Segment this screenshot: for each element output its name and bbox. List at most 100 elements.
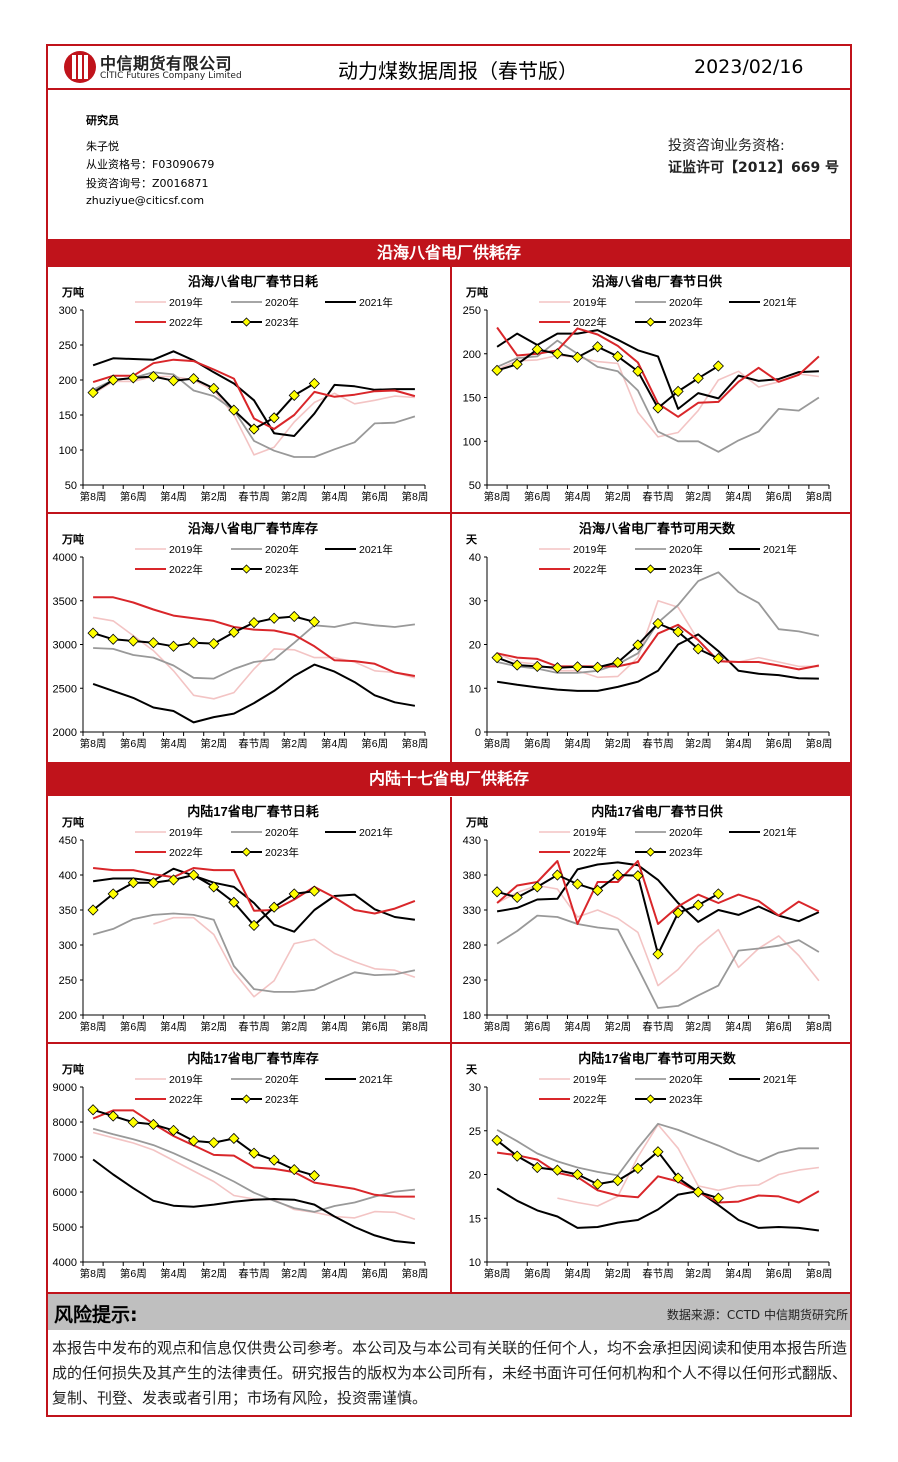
data-point-2023 xyxy=(248,1147,260,1159)
data-point-2023 xyxy=(531,343,543,355)
legend-label: 2023年 xyxy=(265,1093,299,1106)
data-point-2023 xyxy=(592,1178,604,1190)
y-tick-label: 6000 xyxy=(53,1187,77,1199)
x-tick-label: 第8周 xyxy=(484,490,511,503)
unit-label: 万吨 xyxy=(61,1062,84,1076)
legend-label: 2019年 xyxy=(573,1073,607,1086)
data-point-2023 xyxy=(107,633,119,645)
legend-label: 2023年 xyxy=(669,563,703,576)
section-banner-inland: 内陆十七省电厂供耗存 xyxy=(48,762,850,796)
legend-label: 2020年 xyxy=(265,543,299,556)
data-point-2023 xyxy=(167,874,180,886)
data-point-2023 xyxy=(632,365,644,377)
y-tick-label: 300 xyxy=(59,940,77,952)
chart-cell: 沿海八省电厂春节日耗 万吨 50 100 150 200 250 300 第8周 第6周 第4周 第2… xyxy=(48,267,451,512)
series-line-2019 xyxy=(153,916,416,998)
divider xyxy=(48,1292,850,1294)
chart-title: 沿海八省电厂春节可用天数 xyxy=(579,521,736,536)
data-point-2023 xyxy=(228,404,240,416)
y-tick-label: 100 xyxy=(463,436,481,448)
y-tick-label: 15 xyxy=(469,1213,481,1225)
x-tick-label: 第4周 xyxy=(725,1267,752,1280)
y-tick-label: 10 xyxy=(469,1257,481,1269)
data-point-2023 xyxy=(672,1172,684,1184)
legend-label: 2021年 xyxy=(763,826,797,839)
chart-cell: 沿海八省电厂春节库存 万吨 2000 2500 3000 3500 4000 第8周 第6周 第4… xyxy=(48,514,451,759)
data-point-2023 xyxy=(712,888,724,900)
y-tick-label: 25 xyxy=(469,1126,481,1138)
series-line-2021 xyxy=(92,663,416,724)
data-point-2023 xyxy=(308,377,320,390)
legend-label: 2021年 xyxy=(763,1073,797,1086)
x-tick-label: 第8周 xyxy=(402,490,429,503)
y-tick-label: 5000 xyxy=(53,1222,77,1234)
x-tick-label: 第2周 xyxy=(604,1267,631,1280)
data-point-2023 xyxy=(571,661,584,673)
data-point-2023 xyxy=(188,373,200,385)
chart-cell: 内陆17省电厂春节可用天数天 10 15 20 25 30 第8周 第6周 第4周 第2周 春节周第… xyxy=(452,1044,855,1289)
x-tick-label: 第4周 xyxy=(564,737,591,750)
data-point-2023 xyxy=(632,870,644,882)
legend-label: 2019年 xyxy=(169,296,203,309)
x-tick-label: 第6周 xyxy=(361,1267,388,1280)
series-line-2019 xyxy=(92,1131,416,1221)
x-tick-label: 第6周 xyxy=(120,737,147,750)
x-tick-label: 第8周 xyxy=(484,1020,511,1033)
data-point-2023 xyxy=(228,896,240,908)
legend-label: 2020年 xyxy=(669,296,703,309)
data-point-2023 xyxy=(208,881,220,893)
data-point-2023 xyxy=(308,1169,320,1182)
series-line-2022 xyxy=(92,1109,415,1198)
chart-title: 内陆17省电厂春节日耗 xyxy=(187,804,318,819)
data-point-2023 xyxy=(712,652,724,665)
company-name-cn: 中信期货有限公司 xyxy=(100,54,233,73)
x-tick-label: 第2周 xyxy=(604,737,631,750)
data-point-2023 xyxy=(612,656,624,669)
data-point-2023 xyxy=(127,877,139,889)
divider xyxy=(450,267,452,762)
legend-label: 2021年 xyxy=(359,543,393,556)
y-tick-label: 20 xyxy=(469,1170,481,1182)
data-point-2023 xyxy=(147,370,159,383)
chart-cell: 内陆17省电厂春节库存 万吨 4000 5000 6000 7000 8000 9000 第8周… xyxy=(48,1044,451,1289)
y-tick-label: 230 xyxy=(463,975,481,987)
x-tick-label: 春节周 xyxy=(642,1268,674,1280)
data-point-2023 xyxy=(612,1175,624,1187)
unit-label: 天 xyxy=(466,1063,478,1076)
legend-label: 2019年 xyxy=(169,543,203,556)
x-tick-label: 第8周 xyxy=(484,1267,511,1280)
legend-label: 2022年 xyxy=(573,846,607,859)
risk-bar: 风险提示: 数据来源：CCTD 中信期货研究所 xyxy=(48,1294,850,1330)
legend-label: 2021年 xyxy=(359,1073,393,1086)
legend-label: 2023年 xyxy=(265,563,299,576)
x-tick-label: 春节周 xyxy=(642,1021,674,1033)
y-tick-label: 7000 xyxy=(53,1152,77,1164)
data-point-2023 xyxy=(672,907,684,919)
series-line-2022 xyxy=(92,358,416,430)
data-point-2023 xyxy=(127,635,139,647)
y-tick-label: 250 xyxy=(463,305,481,317)
series-line-2023 xyxy=(496,345,719,409)
data-point-2023 xyxy=(551,662,563,674)
data-point-2023 xyxy=(511,358,523,370)
data-point-2023 xyxy=(652,1146,664,1158)
legend-label: 2022年 xyxy=(169,1093,203,1106)
series-line-2019 xyxy=(496,884,820,987)
data-point-2023 xyxy=(188,869,200,881)
legend-marker-diamond-icon xyxy=(645,847,656,857)
data-point-2023 xyxy=(248,423,260,435)
divider xyxy=(48,512,850,514)
y-tick-label: 200 xyxy=(463,349,481,361)
x-tick-label: 第4周 xyxy=(321,490,348,503)
data-point-2023 xyxy=(491,652,503,664)
x-tick-label: 第4周 xyxy=(160,737,187,750)
data-point-2023 xyxy=(288,888,300,900)
y-tick-label: 280 xyxy=(463,940,481,952)
data-point-2023 xyxy=(248,617,260,629)
data-point-2023 xyxy=(208,382,220,394)
data-point-2023 xyxy=(228,1132,240,1145)
x-tick-label: 第4周 xyxy=(725,490,752,503)
